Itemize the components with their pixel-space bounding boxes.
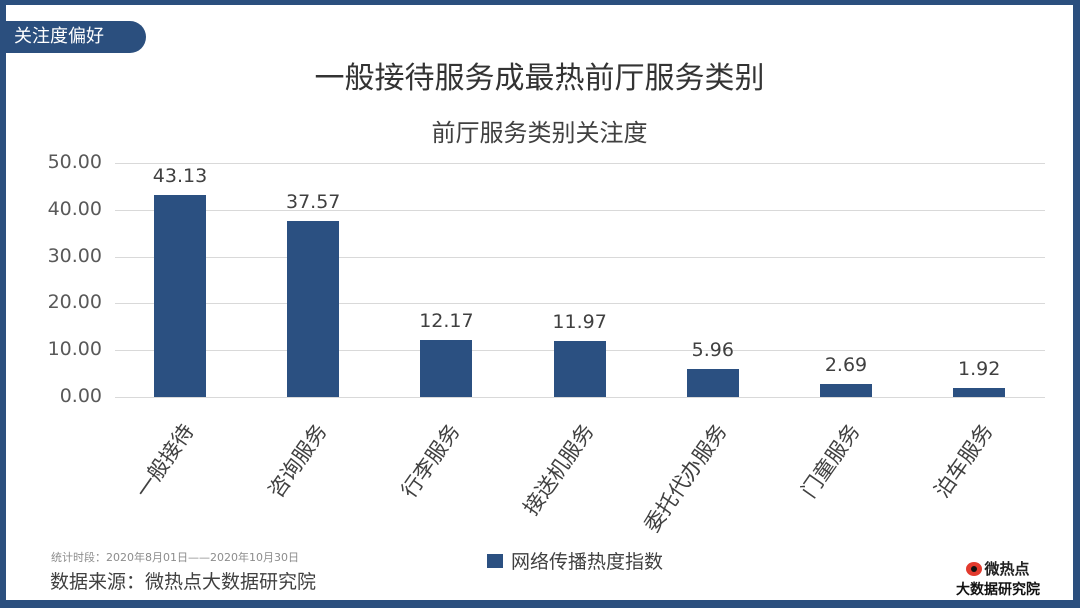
statistics-period: 统计时段：2020年8月01日——2020年10月30日 bbox=[51, 551, 299, 564]
x-axis-category-label: 行李服务 bbox=[397, 419, 466, 503]
y-axis-tick-label: 10.00 bbox=[47, 338, 102, 361]
bar bbox=[553, 340, 606, 397]
bar-chart: 0.00 10.00 20.00 30.00 40.00 50.00 43.13 一般接待 37… bbox=[6, 5, 1073, 600]
bar bbox=[686, 369, 739, 397]
legend-swatch-icon bbox=[487, 553, 503, 568]
bar bbox=[287, 221, 340, 397]
y-axis-tick-label: 50.00 bbox=[47, 151, 102, 173]
value-label: 1.92 bbox=[958, 358, 1001, 380]
bar bbox=[154, 195, 206, 397]
x-axis-category-label: 泊车服务 bbox=[929, 419, 998, 503]
gridline bbox=[115, 256, 1045, 258]
y-axis-tick-label: 0.00 bbox=[59, 385, 102, 407]
slide-frame: 关注度偏好 一般接待服务成最热前厅服务类别 前厅服务类别关注度 0.00 10.0… bbox=[6, 5, 1073, 600]
x-axis-category-label: 接送机服务 bbox=[518, 419, 599, 520]
gridline bbox=[115, 209, 1045, 211]
logo-line2: 大数据研究院 bbox=[956, 582, 1040, 598]
data-source: 数据来源：微热点大数据研究院 bbox=[50, 571, 317, 593]
bar bbox=[420, 340, 473, 397]
section-tag: 关注度偏好 bbox=[6, 21, 146, 53]
weirediandian-logo: 微热点 大数据研究院 bbox=[948, 558, 1048, 599]
y-axis-tick-label: 40.00 bbox=[47, 197, 102, 220]
chart-legend: 网络传播热度指数 bbox=[487, 547, 663, 574]
value-label: 12.17 bbox=[419, 310, 474, 333]
value-label: 43.13 bbox=[152, 165, 208, 188]
x-axis-category-label: 门童服务 bbox=[796, 419, 865, 503]
x-axis-category-label: 委托代办服务 bbox=[639, 419, 732, 537]
value-label: 2.69 bbox=[824, 354, 868, 377]
legend-label: 网络传播热度指数 bbox=[511, 551, 664, 573]
bar bbox=[953, 388, 1006, 397]
gridline bbox=[115, 163, 1045, 164]
value-label: 11.97 bbox=[552, 310, 607, 333]
eye-logo-icon bbox=[966, 561, 983, 576]
y-axis-tick-label: 20.00 bbox=[47, 291, 102, 314]
x-axis-category-label: 一般接待 bbox=[130, 419, 199, 503]
value-label: 5.96 bbox=[691, 339, 734, 362]
y-axis-tick-label: 30.00 bbox=[47, 244, 102, 267]
chart-title: 前厅服务类别关注度 bbox=[431, 119, 648, 147]
bar bbox=[820, 384, 872, 397]
gridline bbox=[115, 397, 1045, 398]
page-title: 一般接待服务成最热前厅服务类别 bbox=[314, 61, 765, 96]
gridline bbox=[115, 303, 1045, 305]
value-label: 37.57 bbox=[285, 191, 341, 214]
logo-line1: 微热点 bbox=[984, 560, 1030, 578]
x-axis-category-label: 咨询服务 bbox=[263, 419, 332, 503]
